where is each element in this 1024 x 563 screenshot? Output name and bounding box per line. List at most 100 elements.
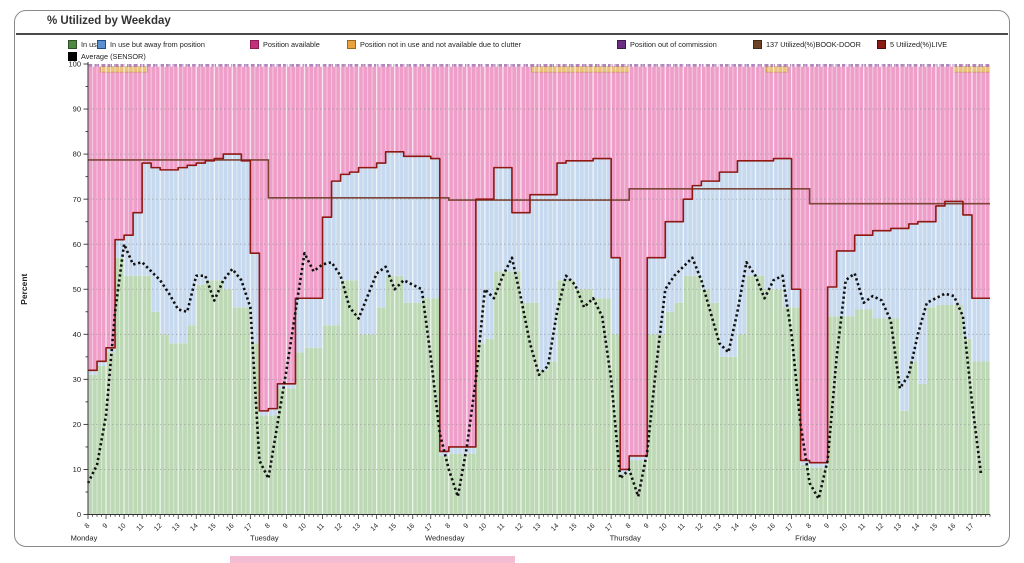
x-hour-label: 11 (135, 522, 145, 532)
chart-title: % Utilized by Weekday (47, 15, 171, 27)
x-hour-label: 12 (514, 522, 525, 533)
x-hour-label: 16 (766, 522, 777, 533)
y-tick-label: 80 (73, 150, 81, 159)
x-hour-label: 15 (568, 522, 579, 533)
x-hour-label: 9 (282, 522, 290, 530)
x-hour-label: 12 (153, 522, 164, 533)
line-book-door (88, 159, 990, 205)
x-hour-label: 12 (875, 522, 886, 533)
x-hour-label: 14 (911, 522, 922, 533)
x-hour-label: 10 (478, 522, 489, 533)
x-hour-label: 10 (839, 522, 850, 533)
x-hour-label: 11 (496, 522, 506, 532)
legend-swatch-in-use-away (97, 40, 106, 49)
y-tick-label: 50 (73, 285, 81, 294)
x-hour-label: 11 (677, 522, 687, 532)
title-separator (16, 33, 1008, 35)
x-hour-label: 13 (171, 522, 182, 533)
x-hour-label: 10 (297, 522, 308, 533)
y-tick-label: 10 (73, 465, 81, 474)
page-bottom-strip (230, 556, 515, 563)
legend-swatch-position-available (250, 40, 259, 49)
x-hour-label: 13 (532, 522, 543, 533)
legend-item-in-use: In use (68, 40, 101, 49)
legend-label-out-of-commission: Position out of commission (630, 40, 717, 49)
x-hour-label: 9 (643, 522, 651, 530)
legend-swatch-position-clutter (347, 40, 356, 49)
x-hour-label: 9 (102, 522, 110, 530)
line-live (88, 151, 990, 471)
y-axis-title: Percent (19, 273, 29, 304)
x-hour-label: 17 (424, 522, 435, 533)
y-tick-label: 90 (73, 105, 81, 114)
x-hour-label: 17 (243, 522, 254, 533)
x-hour-label: 9 (823, 522, 831, 530)
legend-label-position-available: Position available (263, 40, 320, 49)
legend-item-position-clutter: Position not in use and not available du… (347, 40, 521, 49)
y-tick-label: 70 (73, 195, 81, 204)
legend-swatch-average-sensor (68, 52, 77, 61)
legend-item-book-door: 137 Utilized(%)BOOK-DOOR (753, 40, 861, 49)
x-day-label: Monday (71, 534, 98, 543)
x-hour-label: 17 (965, 522, 976, 533)
band-clutter (531, 66, 630, 73)
x-hour-label: 15 (748, 522, 759, 533)
x-hour-label: 8 (84, 522, 92, 530)
legend-label-in-use: In use (81, 40, 101, 49)
x-day-label: Friday (795, 534, 816, 543)
x-hour-label: 13 (893, 522, 904, 533)
legend-label-in-use-away: In use but away from position (110, 40, 205, 49)
x-day-label: Thursday (610, 534, 642, 543)
x-hour-label: 15 (929, 522, 940, 533)
x-hour-label: 14 (370, 522, 381, 533)
x-hour-label: 8 (625, 522, 633, 530)
y-tick-label: 100 (68, 60, 81, 69)
legend-item-in-use-away: In use but away from position (97, 40, 205, 49)
x-hour-label: 11 (857, 522, 867, 532)
x-hour-label: 17 (785, 522, 796, 533)
legend-label-average-sensor: Average (SENSOR) (81, 52, 146, 61)
x-hour-label: 11 (316, 522, 326, 532)
x-hour-label: 16 (225, 522, 236, 533)
area-position-available (88, 66, 990, 470)
x-hour-label: 8 (264, 522, 272, 530)
x-hour-label: 14 (189, 522, 200, 533)
legend-label-position-clutter: Position not in use and not available du… (360, 40, 522, 49)
x-hour-label: 12 (334, 522, 345, 533)
x-hour-label: 10 (117, 522, 128, 533)
legend-item-live: 5 Utilized(%)LIVE (877, 40, 947, 49)
x-hour-label: 16 (947, 522, 958, 533)
legend-swatch-out-of-commission (617, 40, 626, 49)
legend-swatch-in-use (68, 40, 77, 49)
legend-item-average-sensor: Average (SENSOR) (68, 52, 146, 61)
y-tick-label: 60 (73, 240, 81, 249)
x-hour-label: 15 (207, 522, 218, 533)
y-tick-label: 20 (73, 420, 81, 429)
x-hour-label: 9 (463, 522, 471, 530)
x-hour-label: 8 (445, 522, 453, 530)
x-hour-label: 16 (406, 522, 417, 533)
x-hour-label: 10 (658, 522, 669, 533)
x-hour-label: 16 (586, 522, 597, 533)
legend-swatch-live (877, 40, 886, 49)
x-hour-label: 14 (550, 522, 561, 533)
x-day-label: Wednesday (425, 534, 465, 543)
x-hour-label: 12 (694, 522, 705, 533)
y-tick-label: 40 (73, 330, 81, 339)
y-tick-label: 30 (73, 375, 81, 384)
x-hour-label: 8 (805, 522, 813, 530)
x-hour-label: 17 (604, 522, 615, 533)
legend-item-out-of-commission: Position out of commission (617, 40, 717, 49)
x-hour-label: 13 (352, 522, 363, 533)
x-hour-label: 13 (712, 522, 723, 533)
legend-label-live: 5 Utilized(%)LIVE (890, 40, 948, 49)
y-tick-label: 0 (77, 510, 81, 519)
legend-item-position-available: Position available (250, 40, 320, 49)
x-hour-label: 14 (730, 522, 741, 533)
legend-swatch-book-door (753, 40, 762, 49)
legend-label-book-door: 137 Utilized(%)BOOK-DOOR (766, 40, 861, 49)
x-day-label: Tuesday (250, 534, 279, 543)
x-hour-label: 15 (388, 522, 399, 533)
